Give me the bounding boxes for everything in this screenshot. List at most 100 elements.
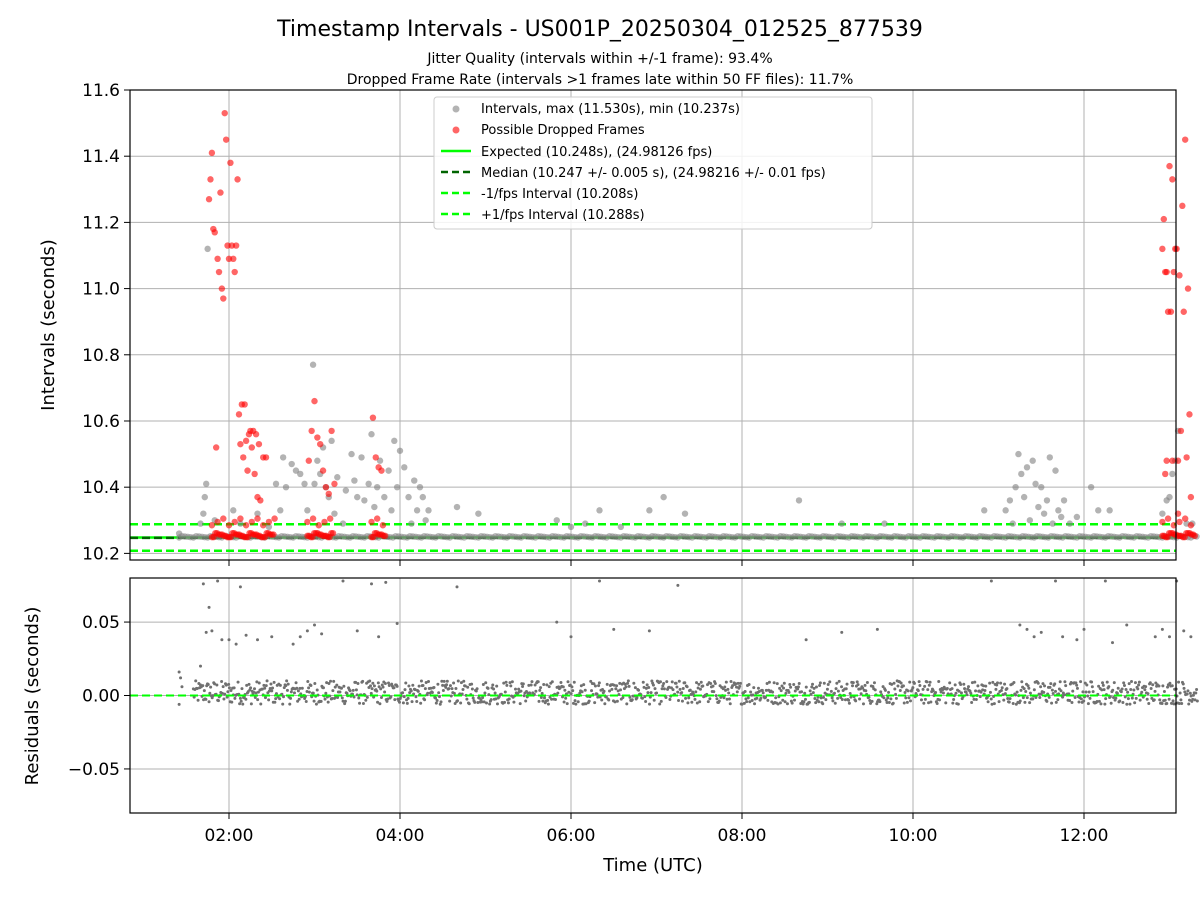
residual-point [662,687,666,691]
residual-point [610,687,614,691]
residual-point [315,688,319,692]
residual-point [196,698,200,702]
residual-point [986,700,990,704]
residual-point [1134,696,1138,700]
residual-point [727,691,731,695]
legend-dropped-label: Possible Dropped Frames [481,123,645,138]
residual-point [868,698,872,702]
residual-point [1194,691,1198,695]
residual-point [784,691,788,695]
residual-point [1020,680,1024,684]
residual-point [459,701,463,705]
residual-point [757,690,761,694]
interval-point [1029,457,1036,464]
residual-point [861,686,865,690]
residual-point [840,685,844,689]
residual-point [903,690,907,694]
dropped-frame-point [1177,427,1185,435]
dropped-frame-point [1159,518,1166,526]
residual-point [1032,688,1036,692]
residual-point [1075,638,1079,642]
residual-point [215,683,219,687]
residual-point [401,691,405,695]
residual-point [270,689,274,693]
residual-point [415,700,419,704]
residual-point [628,695,632,699]
residual-point [580,690,584,694]
residual-point [365,695,369,699]
residual-point [387,684,391,688]
interval-point [358,454,365,461]
residual-point [775,682,779,686]
residual-point [259,702,263,706]
residual-point [822,681,826,685]
residual-point [612,683,616,687]
dropped-frame-point [241,401,248,408]
residual-point [244,633,248,637]
residual-point [885,701,889,705]
residual-point [1086,702,1090,706]
residual-point [829,689,833,693]
residual-point [207,605,211,609]
residual-point [386,697,390,701]
residual-point [1109,701,1113,705]
residual-point [1120,687,1124,691]
residual-point [1048,685,1052,689]
residual-point [621,696,625,700]
residual-point [343,699,347,703]
residual-point [463,684,467,688]
residual-point [430,690,434,694]
residual-point [1133,681,1137,685]
x-tick-label: 10:00 [889,826,938,846]
residual-point [1107,685,1111,689]
dropped-frame-point [220,515,227,522]
residual-point [567,690,571,694]
residuals-x-ticks: 02:00 04:00 06:00 08:00 10:00 12:00 [205,813,1109,846]
y-tick-label: 10.6 [82,412,120,432]
residual-point [603,702,607,706]
residual-point [546,702,550,706]
residual-point [988,681,992,685]
residual-point [974,698,978,702]
residual-point [404,681,408,685]
residual-point [1102,688,1106,692]
residual-point [740,702,744,706]
residual-point [281,702,285,706]
residual-point [1005,687,1009,691]
residual-point [1095,699,1099,703]
residual-point [917,680,921,684]
residual-point [886,696,890,700]
residual-point [668,698,672,702]
x-tick-label: 02:00 [205,826,254,846]
residual-point [1015,690,1019,694]
residual-point [417,684,421,688]
residual-point [1049,682,1053,686]
residual-point [273,700,277,704]
residual-point [836,689,840,693]
residual-point [1061,635,1065,639]
residual-point [800,690,804,694]
residual-point [772,681,776,685]
residual-point [928,680,932,684]
residual-point [771,690,775,694]
residual-point [1162,689,1166,693]
residual-point [764,695,768,699]
dropped-frame-point [208,149,216,157]
residual-point [194,679,198,683]
interval-point [1095,507,1102,514]
residual-point [715,697,719,701]
residual-point [271,686,275,690]
residual-point [1138,698,1142,702]
interval-point [388,507,395,514]
residual-point [437,695,441,699]
residual-point [522,694,526,698]
interval-point [1169,470,1176,478]
residual-point [1058,680,1062,684]
interval-point [301,480,308,488]
residual-point [507,697,511,701]
interval-point [1023,464,1031,471]
y-tick-label: −0.05 [68,760,120,780]
chart-title: Timestamp Intervals - US001P_20250304_01… [276,17,923,42]
residual-point [270,635,274,639]
residual-point [1180,702,1184,706]
